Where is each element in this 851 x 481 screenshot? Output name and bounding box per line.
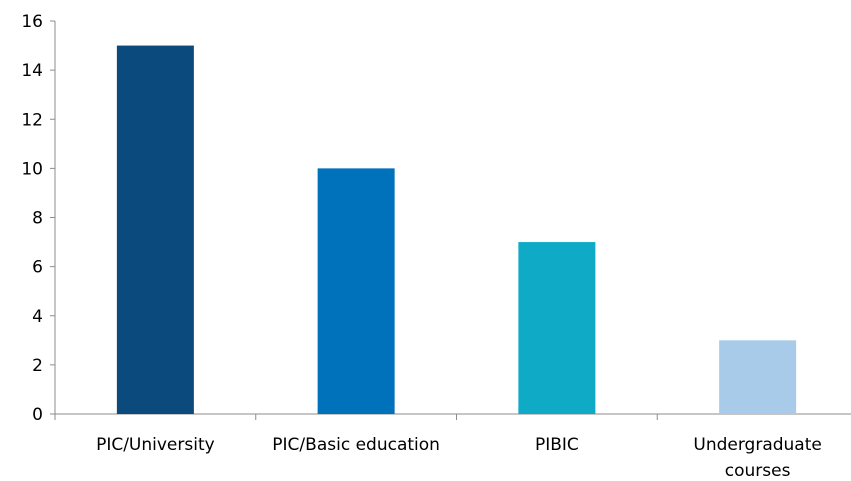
x-category-label-line: PIBIC: [535, 435, 579, 455]
x-category-label: PIBIC: [535, 435, 579, 455]
x-category-label-line: PIC/University: [96, 435, 215, 455]
y-tick-label: 0: [32, 405, 43, 425]
x-axis: PIC/University PIC/Basic education PIBIC Un…: [54, 413, 851, 481]
y-tick-label: 12: [21, 110, 43, 130]
bar: [719, 340, 797, 414]
x-category-label: Undergraduate courses: [693, 435, 821, 481]
bar: [116, 45, 194, 414]
x-category-label: PIC/Basic education: [272, 435, 440, 455]
y-tick-label: 8: [32, 209, 43, 229]
x-category-label-line: PIC/Basic education: [272, 435, 440, 455]
y-tick-label: 6: [32, 258, 43, 278]
x-category-label-line: Undergraduate: [693, 435, 821, 455]
x-category-label-line: courses: [725, 461, 791, 481]
y-tick-label: 10: [21, 159, 43, 179]
y-tick-label: 2: [32, 356, 43, 376]
x-category-label: PIC/University: [96, 435, 215, 455]
bar: [317, 168, 395, 414]
y-tick-label: 4: [32, 307, 43, 327]
bar: [518, 242, 596, 414]
y-tick-label: 14: [21, 61, 43, 81]
bars: [116, 45, 797, 414]
y-axis: 0 2 4 6 8 10 12 14 16: [21, 12, 56, 425]
y-tick-label: 16: [21, 12, 43, 32]
